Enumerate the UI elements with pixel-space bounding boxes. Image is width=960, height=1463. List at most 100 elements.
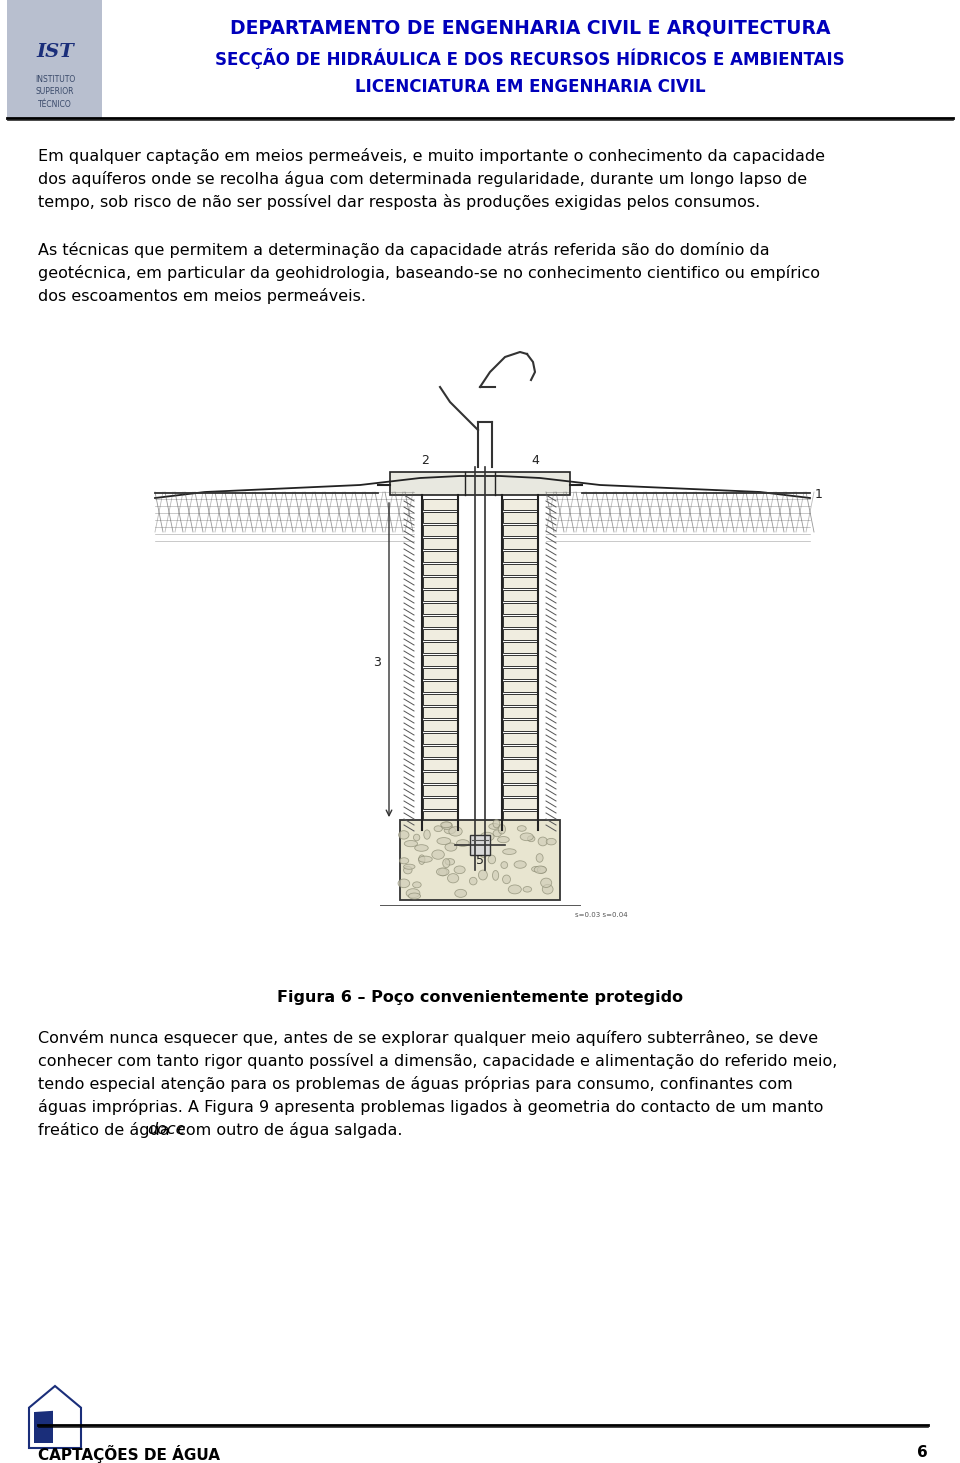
Ellipse shape	[508, 885, 521, 894]
Bar	[503, 552, 537, 562]
Bar	[423, 525, 457, 535]
Ellipse shape	[434, 825, 443, 831]
Ellipse shape	[532, 866, 540, 872]
Ellipse shape	[469, 878, 477, 885]
Bar	[503, 590, 537, 601]
Text: LICENCIATURA EM ENGENHARIA CIVIL: LICENCIATURA EM ENGENHARIA CIVIL	[354, 78, 706, 97]
Bar	[423, 707, 457, 718]
Text: 3: 3	[373, 655, 381, 669]
Bar	[423, 499, 457, 511]
Ellipse shape	[398, 879, 410, 888]
Ellipse shape	[406, 888, 420, 898]
Ellipse shape	[489, 824, 499, 830]
Bar	[423, 759, 457, 770]
Ellipse shape	[534, 866, 546, 873]
Ellipse shape	[497, 837, 509, 843]
Ellipse shape	[502, 875, 511, 884]
Bar	[503, 786, 537, 796]
Bar	[423, 642, 457, 652]
Ellipse shape	[457, 840, 469, 847]
Ellipse shape	[520, 832, 534, 841]
Text: SECÇÃO DE HIDRÁULICA E DOS RECURSOS HÍDRICOS E AMBIENTAIS: SECÇÃO DE HIDRÁULICA E DOS RECURSOS HÍDR…	[215, 48, 845, 69]
Bar	[503, 512, 537, 522]
Bar	[400, 819, 560, 900]
Ellipse shape	[481, 837, 488, 846]
Ellipse shape	[455, 890, 467, 897]
Ellipse shape	[432, 850, 444, 859]
Bar	[423, 590, 457, 601]
Ellipse shape	[445, 859, 455, 865]
Ellipse shape	[403, 866, 412, 873]
Ellipse shape	[493, 819, 500, 828]
Bar	[503, 565, 537, 575]
Text: dos aquíferos onde se recolha água com determinada regularidade, durante um long: dos aquíferos onde se recolha água com d…	[38, 171, 807, 187]
Ellipse shape	[476, 837, 488, 843]
Bar	[503, 811, 537, 822]
Bar	[423, 811, 457, 822]
Bar	[423, 603, 457, 614]
Ellipse shape	[442, 822, 452, 830]
Bar	[423, 669, 457, 679]
Text: Em qualquer captação em meios permeáveis, e muito importante o conhecimento da c: Em qualquer captação em meios permeáveis…	[38, 148, 825, 164]
Bar	[503, 576, 537, 588]
Ellipse shape	[539, 837, 547, 846]
Text: s=0.03 s=0.04: s=0.03 s=0.04	[575, 911, 628, 917]
Bar	[423, 797, 457, 809]
Bar	[503, 707, 537, 718]
Ellipse shape	[498, 825, 506, 834]
Bar	[503, 680, 537, 692]
Ellipse shape	[527, 835, 535, 841]
Bar	[503, 499, 537, 511]
Text: dos escoamentos em meios permeáveis.: dos escoamentos em meios permeáveis.	[38, 288, 366, 304]
Bar	[503, 629, 537, 639]
Ellipse shape	[517, 825, 526, 831]
Ellipse shape	[399, 857, 409, 863]
Bar	[423, 733, 457, 745]
Bar	[423, 772, 457, 783]
Ellipse shape	[546, 838, 556, 846]
Bar	[503, 603, 537, 614]
Text: As técnicas que permitem a determinação da capacidade atrás referida são do domí: As técnicas que permitem a determinação …	[38, 241, 770, 257]
Text: tendo especial atenção para os problemas de águas próprias para consumo, confina: tendo especial atenção para os problemas…	[38, 1075, 793, 1091]
Bar	[423, 512, 457, 522]
Bar	[390, 473, 570, 494]
Ellipse shape	[501, 862, 508, 869]
Text: Figura 6 – Poço convenientemente protegido: Figura 6 – Poço convenientemente protegi…	[276, 990, 684, 1005]
Text: doce: doce	[147, 1122, 185, 1137]
Ellipse shape	[478, 870, 488, 879]
Ellipse shape	[514, 860, 526, 868]
Text: 2: 2	[421, 454, 429, 467]
Ellipse shape	[480, 851, 487, 857]
Ellipse shape	[492, 870, 498, 881]
Ellipse shape	[443, 859, 450, 868]
Text: tempo, sob risco de não ser possível dar resposta às produções exigidas pelos co: tempo, sob risco de não ser possível dar…	[38, 195, 760, 211]
Ellipse shape	[523, 887, 532, 892]
Text: geotécnica, em particular da geohidrologia, baseando-se no conhecimento cientifi: geotécnica, em particular da geohidrolog…	[38, 265, 820, 281]
Polygon shape	[34, 1410, 53, 1443]
Bar	[423, 720, 457, 732]
Text: águas impróprias. A Figura 9 apresenta problemas ligados à geometria do contacto: águas impróprias. A Figura 9 apresenta p…	[38, 1099, 824, 1115]
Ellipse shape	[444, 827, 456, 834]
Polygon shape	[29, 1385, 81, 1448]
Text: CAPTAÇÕES DE ÁGUA: CAPTAÇÕES DE ÁGUA	[38, 1445, 220, 1463]
Bar	[423, 552, 457, 562]
Text: INSTITUTO
SUPERIOR
TÉCNICO: INSTITUTO SUPERIOR TÉCNICO	[35, 75, 75, 110]
Ellipse shape	[447, 873, 459, 882]
Ellipse shape	[540, 878, 552, 888]
Ellipse shape	[536, 854, 543, 862]
Bar	[503, 655, 537, 666]
Ellipse shape	[454, 866, 466, 873]
Ellipse shape	[419, 856, 432, 862]
Bar	[503, 693, 537, 705]
Text: 5: 5	[476, 853, 484, 866]
Ellipse shape	[414, 834, 420, 841]
Bar	[423, 538, 457, 549]
Text: 6: 6	[917, 1445, 928, 1460]
Text: 1: 1	[815, 489, 823, 502]
Ellipse shape	[408, 892, 420, 900]
Bar	[503, 538, 537, 549]
Text: conhecer com tanto rigor quanto possível a dimensão, capacidade e alimentação do: conhecer com tanto rigor quanto possível…	[38, 1053, 837, 1069]
Ellipse shape	[413, 882, 421, 888]
Text: DEPARTAMENTO DE ENGENHARIA CIVIL E ARQUITECTURA: DEPARTAMENTO DE ENGENHARIA CIVIL E ARQUI…	[229, 18, 830, 37]
Bar	[503, 616, 537, 628]
